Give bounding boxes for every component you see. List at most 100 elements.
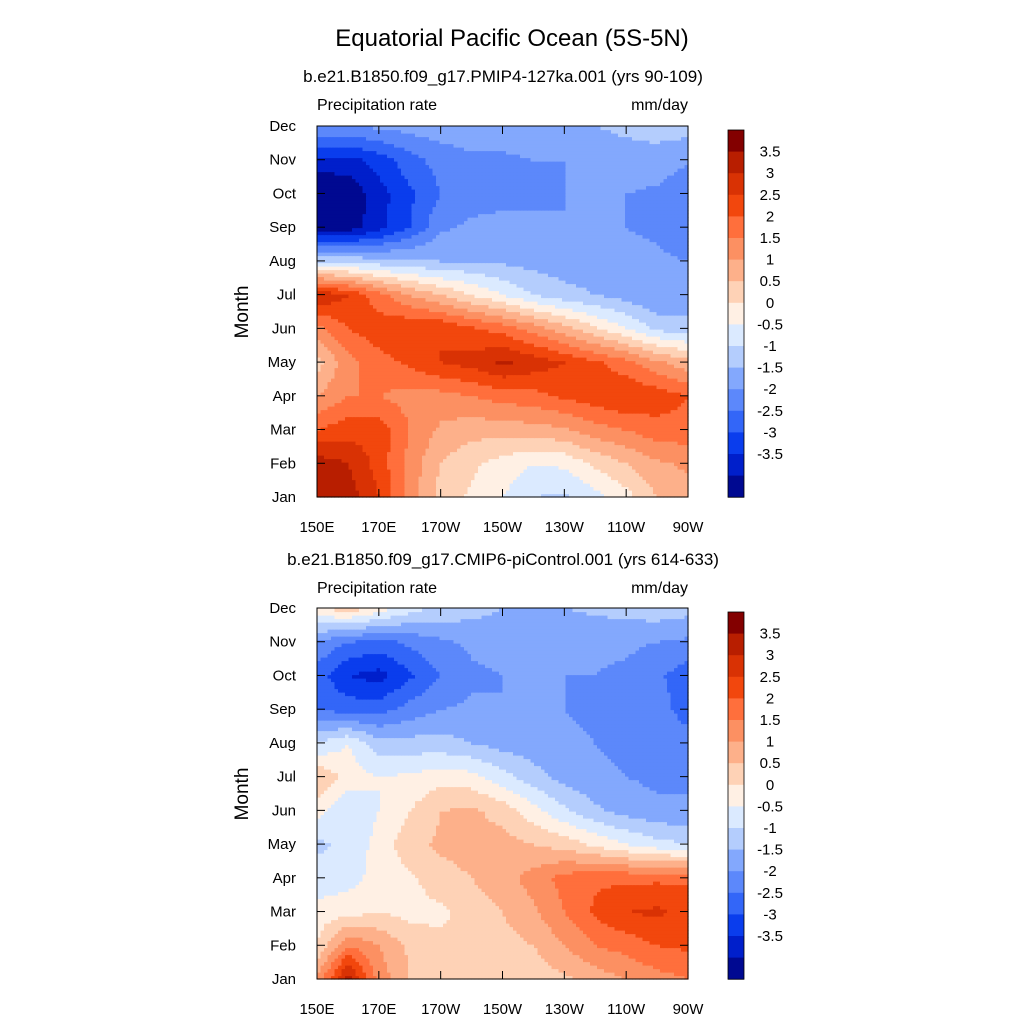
contour-cell	[496, 476, 500, 480]
contour-cell	[608, 445, 612, 449]
contour-cell	[615, 399, 619, 403]
contour-cell	[489, 333, 493, 337]
contour-cell	[443, 480, 447, 484]
contour-cell	[566, 487, 570, 491]
contour-cell	[639, 480, 643, 484]
contour-cell	[387, 483, 391, 487]
contour-cell	[590, 417, 594, 421]
contour-cell	[363, 459, 367, 463]
contour-cell	[468, 490, 472, 494]
contour-cell	[485, 452, 489, 456]
contour-cell	[590, 431, 594, 435]
contour-cell	[517, 336, 521, 340]
contour-cell	[520, 406, 524, 410]
contour-cell	[440, 403, 444, 407]
contour-cell	[657, 431, 661, 435]
contour-cell	[482, 490, 486, 494]
contour-cell	[594, 364, 598, 368]
contour-cell	[331, 466, 335, 470]
contour-cell	[625, 403, 629, 407]
contour-cell	[524, 466, 528, 470]
contour-cell	[587, 431, 591, 435]
contour-cell	[601, 357, 605, 361]
contour-cell	[373, 427, 377, 431]
contour-cell	[548, 371, 552, 375]
contour-cell	[387, 441, 391, 445]
contour-cell	[629, 438, 633, 442]
contour-cell	[419, 340, 423, 344]
contour-cell	[569, 420, 573, 424]
contour-cell	[664, 473, 668, 477]
contour-cell	[422, 364, 426, 368]
contour-cell	[324, 417, 328, 421]
contour-cell	[366, 340, 370, 344]
contour-cell	[548, 473, 552, 477]
contour-cell	[450, 396, 454, 400]
contour-cell	[366, 392, 370, 396]
contour-cell	[384, 473, 388, 477]
contour-cell	[366, 357, 370, 361]
contour-cell	[531, 350, 535, 354]
contour-cell	[618, 385, 622, 389]
contour-cell	[489, 448, 493, 452]
contour-cell	[678, 473, 682, 477]
contour-cell	[674, 455, 678, 459]
contour-cell	[496, 413, 500, 417]
contour-cell	[601, 438, 605, 442]
contour-cell	[331, 364, 335, 368]
contour-cell	[527, 350, 531, 354]
contour-cell	[415, 466, 419, 470]
contour-cell	[622, 490, 626, 494]
contour-cell	[562, 361, 566, 365]
contour-cell	[321, 466, 325, 470]
contour-cell	[447, 347, 451, 351]
contour-cell	[450, 375, 454, 379]
contour-cell	[489, 343, 493, 347]
contour-cell	[433, 378, 437, 382]
contour-cell	[429, 455, 433, 459]
contour-cell	[440, 364, 444, 368]
contour-cell	[601, 445, 605, 449]
contour-cell	[349, 431, 353, 435]
contour-cell	[601, 385, 605, 389]
contour-cell	[566, 347, 570, 351]
contour-cell	[415, 483, 419, 487]
contour-cell	[478, 333, 482, 337]
contour-cell	[384, 427, 388, 431]
contour-cell	[345, 417, 349, 421]
panel-1-units-label: mm/day	[631, 97, 688, 114]
contour-cell	[377, 385, 381, 389]
contour-cell	[450, 469, 454, 473]
contour-cell	[478, 448, 482, 452]
contour-cell	[618, 462, 622, 466]
contour-cell	[531, 403, 535, 407]
contour-cell	[618, 438, 622, 442]
contour-cell	[559, 357, 563, 361]
contour-cell	[380, 476, 384, 480]
contour-cell	[356, 354, 360, 358]
contour-cell	[380, 410, 384, 414]
contour-cell	[335, 473, 339, 477]
contour-cell	[622, 354, 626, 358]
contour-cell	[478, 424, 482, 428]
contour-cell	[380, 448, 384, 452]
contour-cell	[454, 399, 458, 403]
contour-cell	[443, 424, 447, 428]
contour-cell	[650, 459, 654, 463]
contour-cell	[422, 483, 426, 487]
contour-cell	[667, 340, 671, 344]
contour-cell	[583, 389, 587, 393]
contour-cell	[590, 354, 594, 358]
contour-cell	[608, 438, 612, 442]
contour-cell	[492, 340, 496, 344]
contour-cell	[478, 375, 482, 379]
contour-cell	[594, 466, 598, 470]
contour-cell	[331, 483, 335, 487]
contour-cell	[531, 399, 535, 403]
contour-cell	[331, 382, 335, 386]
contour-cell	[531, 336, 535, 340]
contour-cell	[625, 333, 629, 337]
contour-cell	[387, 333, 391, 337]
contour-cell	[517, 378, 521, 382]
contour-cell	[415, 413, 419, 417]
